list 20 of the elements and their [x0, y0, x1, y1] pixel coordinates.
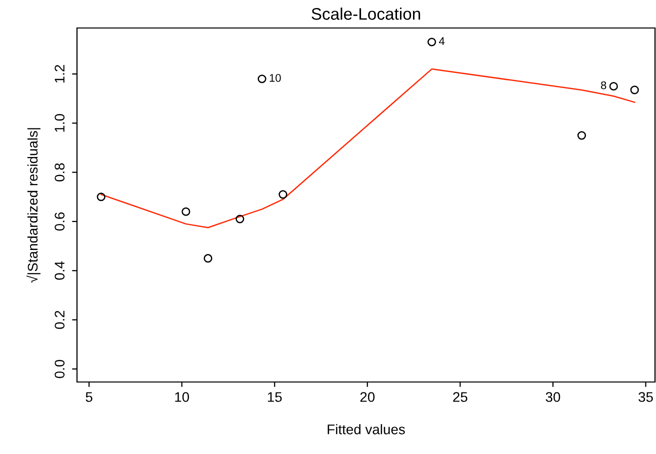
chart-title: Scale-Location — [312, 8, 420, 20]
y-tick-label: 0.0 — [54, 360, 65, 378]
y-axis-title: √|Standardized residuals| — [26, 128, 40, 283]
x-tick-label: 30 — [546, 392, 560, 402]
y-tick-label: 0.4 — [54, 261, 65, 280]
annotation: 4 — [438, 37, 445, 45]
x-tick-label: 10 — [175, 392, 190, 402]
y-tick-label: 0.8 — [54, 163, 65, 182]
y-tick-label: 0.6 — [54, 212, 65, 231]
x-tick-label: 25 — [453, 392, 468, 402]
annotation: 8 — [600, 81, 606, 90]
annotation: 10 — [270, 74, 281, 82]
x-tick-label: 5 — [86, 392, 92, 402]
x-tick-label: 15 — [268, 392, 282, 402]
y-tick-label: 0.2 — [54, 310, 65, 329]
x-axis-title: Fitted values — [328, 424, 405, 434]
x-tick-label: 20 — [360, 392, 375, 402]
x-tick-label: 35 — [638, 392, 653, 402]
y-tick-label: 1.0 — [54, 114, 65, 132]
y-tick-label: 1.2 — [54, 65, 64, 83]
